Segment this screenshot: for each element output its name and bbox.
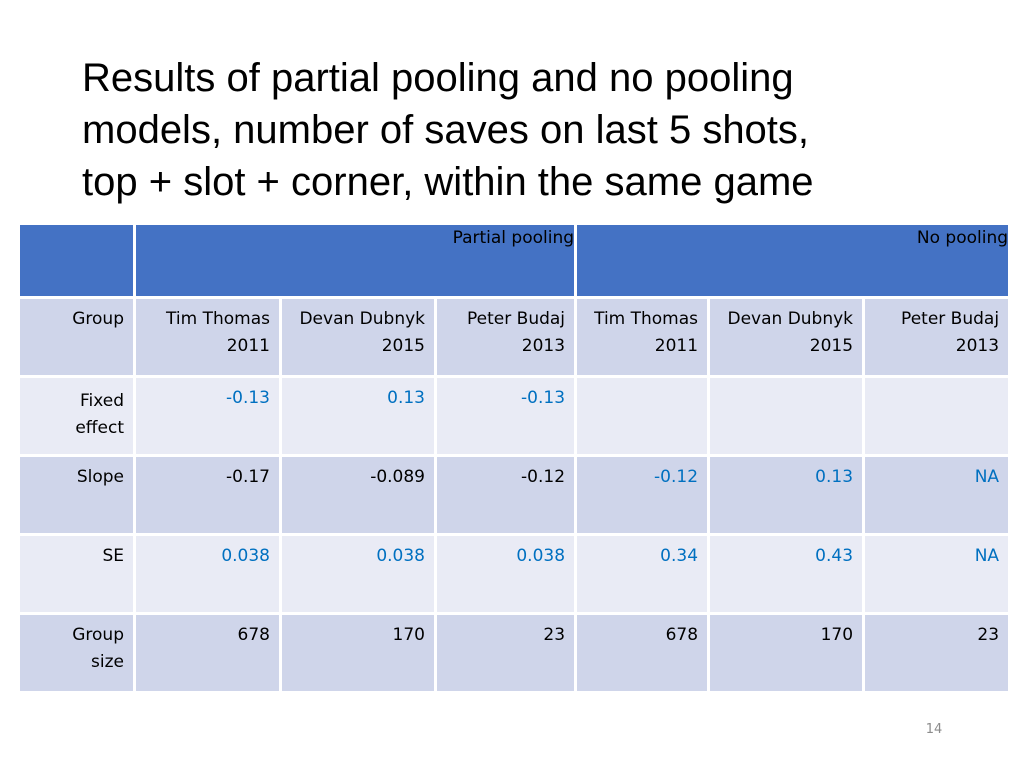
- value-cell: 0.038: [133, 533, 282, 615]
- group-name-cell: Devan Dubnyk 2015: [279, 296, 437, 378]
- se-row: SE 0.038 0.038 0.038 0.34 0.43 NA: [17, 533, 1012, 615]
- row-label-group: Group: [17, 296, 136, 378]
- value-cell: 678: [133, 612, 282, 694]
- results-table: Partial pooling No pooling Group Tim Tho…: [17, 222, 1012, 694]
- value-cell: -0.13: [133, 375, 282, 457]
- slope-row: Slope -0.17 -0.089 -0.12 -0.12 0.13 NA: [17, 454, 1012, 536]
- value-cell: 0.038: [279, 533, 437, 615]
- value-cell: 170: [279, 612, 437, 694]
- value-cell: 678: [574, 612, 711, 694]
- value-cell: -0.089: [279, 454, 437, 536]
- title-line-2: models, number of saves on last 5 shots,: [82, 108, 810, 152]
- row-label-slope: Slope: [17, 454, 136, 536]
- value-cell: -0.17: [133, 454, 282, 536]
- group-name-cell: Tim Thomas 2011: [574, 296, 711, 378]
- slide-title: Results of partial pooling and no poolin…: [82, 52, 962, 208]
- value-cell: [862, 375, 1012, 457]
- value-cell: -0.13: [433, 375, 578, 457]
- value-cell: 0.43: [707, 533, 866, 615]
- page-number: 14: [925, 722, 943, 737]
- title-line-3: top + slot + corner, within the same gam…: [82, 160, 814, 204]
- group-name-cell: Tim Thomas 2011: [133, 296, 282, 378]
- value-cell: [707, 375, 866, 457]
- value-cell: 0.038: [433, 533, 578, 615]
- group-names-row: Group Tim Thomas 2011 Devan Dubnyk 2015 Pe…: [17, 296, 1012, 378]
- row-label-fixed-effect: Fixed effect: [17, 375, 136, 457]
- value-cell: NA: [862, 454, 1012, 536]
- value-cell: 170: [707, 612, 866, 694]
- value-cell: 0.13: [707, 454, 866, 536]
- value-cell: [574, 375, 711, 457]
- value-cell: 0.34: [574, 533, 711, 615]
- value-cell: 23: [862, 612, 1012, 694]
- group-header-row: Partial pooling No pooling: [17, 222, 1012, 299]
- value-cell: -0.12: [574, 454, 711, 536]
- value-cell: NA: [862, 533, 1012, 615]
- group-name-cell: Peter Budaj 2013: [433, 296, 578, 378]
- value-cell: -0.12: [433, 454, 578, 536]
- fixed-effect-row: Fixed effect -0.13 0.13 -0.13: [17, 375, 1012, 457]
- value-cell: 23: [433, 612, 578, 694]
- header-partial-pooling: Partial pooling: [132, 222, 578, 299]
- row-label-group-size: Group size: [17, 612, 136, 694]
- title-line-1: Results of partial pooling and no poolin…: [82, 56, 794, 100]
- value-cell: 0.13: [279, 375, 437, 457]
- header-no-pooling: No pooling: [574, 222, 1012, 299]
- group-name-cell: Devan Dubnyk 2015: [707, 296, 866, 378]
- header-empty-cell: [17, 222, 136, 299]
- row-label-se: SE: [17, 533, 136, 615]
- group-size-row: Group size 678 170 23 678 170 23: [17, 612, 1012, 694]
- group-name-cell: Peter Budaj 2013: [862, 296, 1012, 378]
